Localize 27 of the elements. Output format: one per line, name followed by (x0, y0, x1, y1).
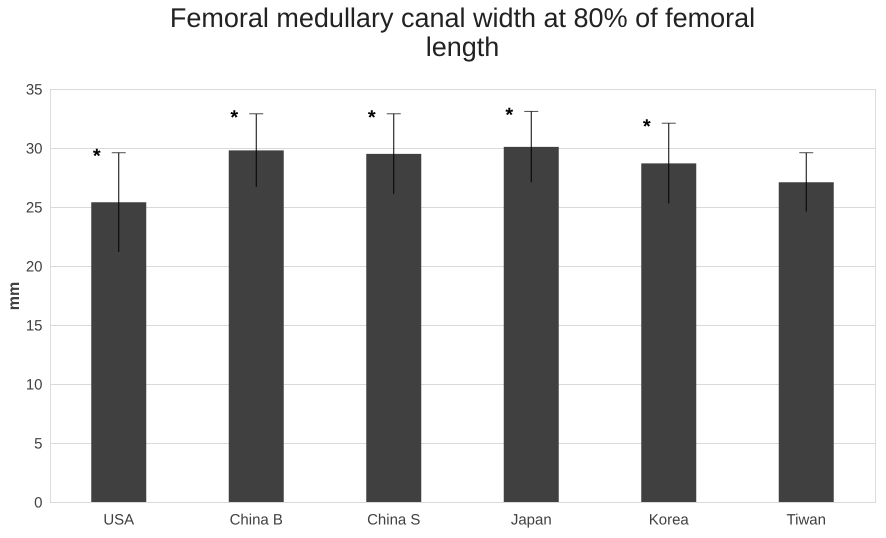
x-tick-label: China S (367, 512, 420, 528)
bar (366, 154, 422, 502)
annotation: * (368, 106, 376, 129)
annotation: * (642, 116, 651, 138)
annotation: * (505, 104, 514, 126)
y-tick-label: 10 (26, 376, 42, 394)
chart-title: Femoral medullary canal width at 80% of femoral length (170, 3, 756, 62)
bar (778, 182, 834, 502)
y-tick-label: 5 (34, 436, 42, 452)
bar (641, 163, 696, 502)
x-tick-label: Japan (510, 512, 552, 528)
y-tick-label: 30 (26, 140, 42, 158)
annotation: * (92, 146, 101, 168)
y-tick-label: 0 (34, 494, 42, 512)
x-tick-label: USA (103, 512, 134, 528)
x-tick-label: Tiwan (786, 512, 826, 528)
bar (228, 150, 284, 502)
x-tick-label: China B (230, 512, 283, 528)
bar (91, 202, 146, 502)
bar (504, 146, 559, 502)
y-tick-label: 20 (26, 258, 42, 276)
y-axis-title: mm (6, 282, 23, 310)
x-tick-label: Korea (648, 512, 690, 528)
annotation: * (230, 106, 238, 129)
y-tick-label: 15 (26, 318, 42, 334)
y-tick-label: 35 (26, 82, 42, 98)
y-tick-label: 25 (26, 200, 42, 216)
